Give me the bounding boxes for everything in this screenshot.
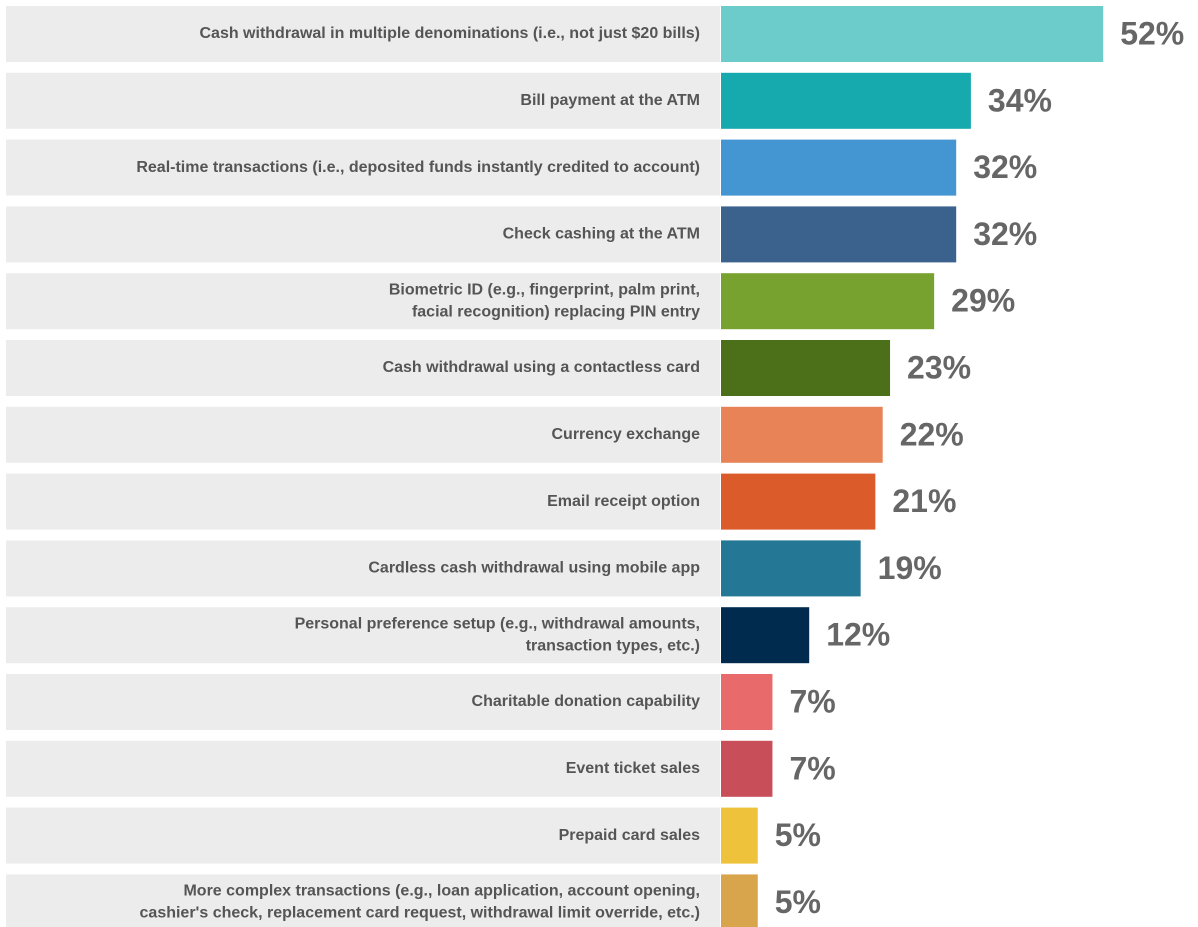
label-background — [6, 740, 720, 797]
bar — [721, 206, 957, 263]
category-label: Bill payment at the ATM — [520, 92, 700, 109]
category-label: Cash withdrawal using a contactless card — [383, 359, 700, 376]
value-label: 5% — [775, 884, 821, 920]
category-label: Personal preference setup (e.g., withdra… — [295, 615, 700, 632]
value-label: 21% — [892, 483, 956, 519]
category-label: cashier's check, replacement card reques… — [140, 905, 700, 922]
value-label: 32% — [973, 149, 1037, 185]
label-background — [6, 406, 720, 463]
category-label: Real-time transactions (i.e., deposited … — [136, 159, 700, 176]
bar — [721, 874, 758, 927]
value-label: 32% — [973, 216, 1037, 252]
category-label: transaction types, etc.) — [526, 637, 700, 654]
value-label: 5% — [775, 817, 821, 853]
value-label: 19% — [878, 550, 942, 586]
value-label: 22% — [900, 416, 964, 452]
value-label: 7% — [789, 683, 835, 719]
label-background — [6, 139, 720, 196]
bar — [721, 6, 1104, 62]
value-label: 52% — [1120, 15, 1184, 51]
label-background — [6, 540, 720, 597]
bar — [721, 473, 876, 530]
category-label: More complex transactions (e.g., loan ap… — [183, 883, 700, 900]
category-label: Check cashing at the ATM — [503, 226, 700, 243]
category-label: Charitable donation capability — [472, 693, 701, 710]
bar — [721, 740, 773, 797]
bar — [721, 674, 773, 730]
value-label: 7% — [789, 750, 835, 786]
value-label: 29% — [951, 283, 1015, 319]
label-background — [6, 206, 720, 263]
category-label: Email receipt option — [547, 493, 700, 510]
category-label: Prepaid card sales — [559, 827, 701, 844]
label-background — [6, 72, 720, 129]
value-label: 12% — [826, 617, 890, 653]
label-background — [6, 807, 720, 864]
value-label: 34% — [988, 82, 1052, 118]
category-label: Currency exchange — [551, 426, 700, 443]
bar — [721, 807, 758, 864]
bar — [721, 406, 883, 463]
bar — [721, 139, 957, 196]
label-background — [6, 273, 720, 330]
category-label: Biometric ID (e.g., fingerprint, palm pr… — [389, 281, 700, 298]
bar — [721, 607, 810, 664]
bar — [721, 340, 891, 396]
bar — [721, 540, 861, 597]
label-background — [6, 6, 720, 62]
label-background — [6, 874, 720, 927]
label-background — [6, 473, 720, 530]
category-label: facial recognition) replacing PIN entry — [412, 303, 700, 320]
label-background — [6, 607, 720, 664]
bar — [721, 72, 971, 129]
label-background — [6, 674, 720, 730]
value-label: 23% — [907, 349, 971, 385]
bar — [721, 273, 935, 330]
category-label: Cardless cash withdrawal using mobile ap… — [368, 560, 700, 577]
category-label: Cash withdrawal in multiple denomination… — [199, 25, 700, 42]
category-label: Event ticket sales — [566, 760, 700, 777]
label-background — [6, 340, 720, 396]
